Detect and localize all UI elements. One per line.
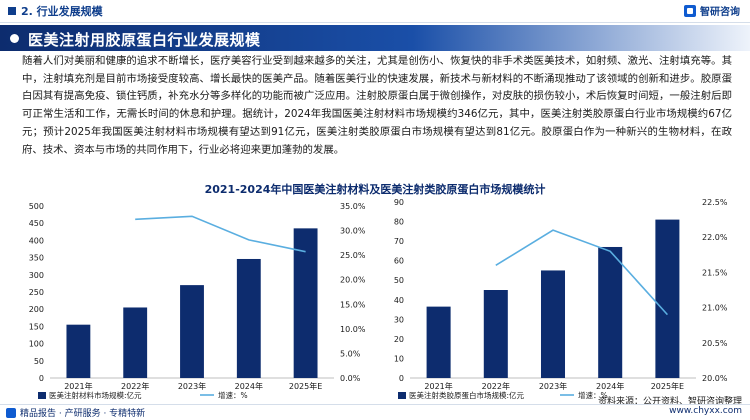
growth-line <box>135 215 306 253</box>
header-divider <box>0 22 750 23</box>
x-tick-label: 2025年E <box>289 381 322 391</box>
y-left-tick-label: 20 <box>394 335 404 344</box>
body-paragraph: 随着人们对美丽和健康的追求不断增长，医疗美容行业受到越来越多的关注，尤其是创伤小… <box>22 55 732 156</box>
bar <box>236 258 261 378</box>
footer-tagline: 精品报告 · 产研服务 · 专精特新 <box>6 406 145 419</box>
y-right-tick-label: 30.0% <box>340 227 366 236</box>
x-tick-label: 2022年 <box>121 381 149 391</box>
footer-logo-icon <box>6 407 16 418</box>
top-bar: 2. 行业发展规模 智研咨询 <box>0 0 750 22</box>
y-left-tick-label: 150 <box>29 322 44 331</box>
y-left-tick-label: 30 <box>394 315 404 324</box>
footer-tagline-text: 精品报告 · 产研服务 · 专精特新 <box>20 409 146 419</box>
y-left-tick-label: 10 <box>394 354 404 363</box>
legend-bar-swatch <box>398 392 406 399</box>
section-title-text: 2. 行业发展规模 <box>21 5 103 18</box>
x-tick-label: 2023年 <box>178 381 206 391</box>
source-note: 资料来源：公开资料、智研咨询整理 <box>597 397 742 407</box>
x-tick-label: 2024年 <box>596 381 624 391</box>
y-left-tick-label: 0 <box>399 374 404 383</box>
page-banner: 医美注射用胶原蛋白行业发展规模 <box>0 25 750 51</box>
y-right-tick-label: 0.0% <box>340 374 361 383</box>
y-left-tick-label: 350 <box>29 254 44 263</box>
y-right-tick-label: 10.0% <box>340 325 366 334</box>
y-left-tick-label: 300 <box>29 271 44 280</box>
y-left-tick-label: 250 <box>29 288 44 297</box>
footer-website[interactable]: www.chyxx.com <box>669 406 742 416</box>
x-tick-label: 2025年E <box>651 381 684 391</box>
chart-left-svg: 0 50 100 150 200 250 300 350 400 450 500 0.0% 5.0% 10… <box>29 202 366 400</box>
bar <box>66 324 91 378</box>
y-right-tick-label: 20.0% <box>702 374 728 383</box>
y-right-tick-label: 20.0% <box>340 276 366 285</box>
y-right-tick-label: 25.0% <box>340 251 366 260</box>
bar <box>598 246 623 378</box>
growth-line <box>495 229 668 316</box>
brand-name: 智研咨询 <box>700 7 740 18</box>
y-left-tick-label: 200 <box>29 305 44 314</box>
y-left-tick-label: 0 <box>39 374 44 383</box>
section-title: 2. 行业发展规模 <box>8 3 103 19</box>
y-right-tick-label: 5.0% <box>340 349 361 358</box>
y-left-tick-label: 60 <box>394 257 404 266</box>
y-right-tick-label: 21.0% <box>702 304 728 313</box>
bar <box>655 219 680 378</box>
legend-bar-label: 医美注射材料市场规模:亿元 <box>49 390 142 400</box>
y-left-tick-label: 50 <box>394 276 404 285</box>
brand: 智研咨询 <box>684 3 740 18</box>
bar <box>293 228 318 378</box>
y-left-tick-label: 400 <box>29 236 44 245</box>
bar <box>123 307 148 378</box>
bar <box>483 290 508 378</box>
y-right-tick-label: 22.5% <box>702 198 728 207</box>
page-title: 医美注射用胶原蛋白行业发展规模 <box>28 31 261 49</box>
x-tick-label: 2024年 <box>235 381 263 391</box>
bar <box>180 285 204 378</box>
y-right-tick-label: 20.5% <box>702 339 728 348</box>
y-left-tick-label: 100 <box>29 340 44 349</box>
chart-injection-materials: 0 50 100 150 200 250 300 350 400 450 500 0.0% 5.0% 10… <box>0 196 372 404</box>
legend-bar-label: 医美注射类胶原蛋白市场规模:亿元 <box>409 390 525 400</box>
y-right-tick-label: 35.0% <box>340 202 366 211</box>
figure-title: 2021-2024年中国医美注射材料及医美注射类胶原蛋白市场规模统计 <box>204 183 546 196</box>
y-left-tick-label: 90 <box>394 198 404 207</box>
legend-line-label: 增速：% <box>218 390 248 400</box>
banner-bullet-icon <box>10 34 19 43</box>
x-tick-label: 2023年 <box>539 381 567 391</box>
y-left-tick-label: 450 <box>29 219 44 228</box>
y-left-tick-label: 70 <box>394 237 404 246</box>
legend-bar-swatch <box>38 392 46 399</box>
brand-logo-icon <box>684 4 696 17</box>
chart-right-svg: 0 10 20 30 40 50 60 70 80 90 20.0% 20.5% 21.0% 21.5% 2… <box>394 198 728 400</box>
y-left-tick-label: 40 <box>394 296 404 305</box>
y-right-tick-label: 15.0% <box>340 300 366 309</box>
x-tick-label: 2022年 <box>482 381 510 391</box>
chart-injectable-collagen: 0 10 20 30 40 50 60 70 80 90 20.0% 20.5% 21.0% 21.5% 2… <box>376 196 748 404</box>
footer: 精品报告 · 产研服务 · 专精特新 www.chyxx.com <box>0 404 750 420</box>
y-left-tick-label: 50 <box>34 357 44 366</box>
bar <box>540 270 566 378</box>
x-tick-label: 2021年 <box>64 381 92 391</box>
bar <box>426 306 451 378</box>
section-square-icon <box>8 7 16 15</box>
y-right-tick-label: 22.0% <box>702 233 728 242</box>
y-left-tick-label: 500 <box>29 202 44 211</box>
y-left-tick-label: 80 <box>394 218 404 227</box>
legend-line-label: 增速：% <box>578 390 608 400</box>
x-tick-label: 2021年 <box>424 381 452 391</box>
y-right-tick-label: 21.5% <box>702 268 728 277</box>
